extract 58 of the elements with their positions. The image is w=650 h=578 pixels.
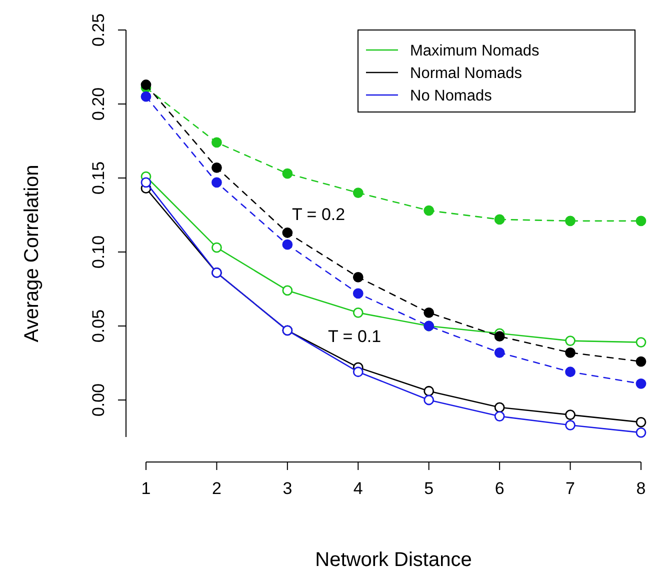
point xyxy=(636,378,646,389)
point xyxy=(140,177,152,188)
y-tick-label: 0.20 xyxy=(89,87,108,121)
point xyxy=(282,239,293,250)
point xyxy=(140,91,152,102)
point xyxy=(352,307,364,318)
x-tick-label: 1 xyxy=(141,479,151,498)
point xyxy=(636,427,646,438)
point xyxy=(636,216,646,226)
legend-label: No Nomads xyxy=(410,87,492,104)
point xyxy=(282,285,293,296)
point xyxy=(494,214,505,225)
point xyxy=(565,366,576,378)
x-tick-label: 4 xyxy=(353,479,363,498)
point xyxy=(565,420,576,430)
point xyxy=(424,307,434,318)
point xyxy=(494,402,505,413)
x-tick-label: 6 xyxy=(494,479,504,498)
annotation: T = 0.1 xyxy=(328,326,382,346)
point xyxy=(352,188,364,198)
point xyxy=(424,394,434,406)
x-tick-label: 2 xyxy=(212,479,222,498)
point xyxy=(494,347,505,358)
point xyxy=(565,347,576,358)
y-tick-label: 0.00 xyxy=(89,383,108,417)
point xyxy=(565,216,576,226)
x-tick-label: 3 xyxy=(282,479,292,498)
point xyxy=(212,162,222,173)
x-tick-label: 5 xyxy=(424,479,434,498)
point xyxy=(636,337,646,348)
point xyxy=(424,205,434,216)
y-axis-title: Average Correlation xyxy=(21,164,43,342)
point xyxy=(140,80,152,90)
point xyxy=(352,366,364,378)
point xyxy=(352,288,364,299)
y-tick-label: 0.15 xyxy=(89,161,108,195)
point xyxy=(282,228,293,238)
y-tick-label: 0.10 xyxy=(89,235,108,269)
point xyxy=(212,177,222,188)
point xyxy=(636,417,646,428)
point xyxy=(282,168,293,179)
point xyxy=(565,410,576,420)
annotation: T = 0.2 xyxy=(292,204,346,224)
point xyxy=(494,331,505,342)
legend-label: Normal Nomads xyxy=(410,64,522,82)
point xyxy=(565,336,576,346)
x-tick-label: 8 xyxy=(636,479,646,498)
point xyxy=(494,411,505,422)
point xyxy=(636,356,646,367)
x-axis-title: Network Distance xyxy=(315,549,472,571)
point xyxy=(212,242,222,253)
point xyxy=(352,272,364,282)
y-tick-label: 0.25 xyxy=(89,13,108,47)
legend-label: Maximum Nomads xyxy=(410,42,540,60)
x-tick-label: 7 xyxy=(566,479,576,498)
point xyxy=(424,386,434,396)
y-tick-label: 0.05 xyxy=(89,309,108,343)
point xyxy=(212,137,222,148)
